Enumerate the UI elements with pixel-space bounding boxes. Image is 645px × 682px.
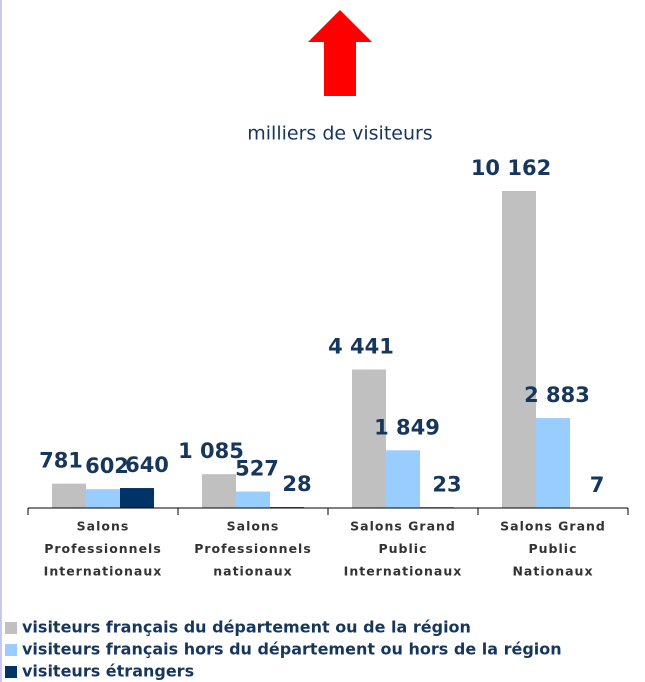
legend-label: visiteurs français hors du département o… (22, 640, 562, 659)
value-label: 7 (590, 473, 605, 497)
x-tick-label: Nationaux (512, 564, 593, 579)
value-label: 4 441 (328, 334, 394, 358)
value-label: 2 883 (524, 383, 590, 407)
legend-swatch (5, 666, 17, 678)
value-label: 23 (432, 472, 461, 496)
legend-label: visiteurs français du département ou de … (22, 618, 471, 637)
bar (352, 369, 386, 508)
x-tick-label: Professionnels (44, 541, 162, 556)
bar (502, 191, 536, 508)
x-tick-label: Salons (227, 519, 280, 534)
bar (202, 474, 236, 508)
value-label: 1 849 (374, 415, 440, 439)
x-tick-label: nationaux (213, 564, 292, 579)
x-tick-label: Public (379, 541, 428, 556)
bar (86, 489, 120, 508)
legend-label: visiteurs étrangers (22, 662, 194, 681)
x-tick-label: Salons (77, 519, 130, 534)
bar (52, 483, 86, 508)
x-tick-label: Salons Grand (350, 519, 456, 534)
bar (536, 418, 570, 508)
value-label: 640 (125, 453, 169, 477)
x-tick-label: Public (529, 541, 578, 556)
x-tick-label: Professionnels (194, 541, 312, 556)
value-label: 781 (39, 449, 83, 473)
value-label: 1 085 (178, 439, 244, 463)
value-label: 28 (282, 472, 311, 496)
arrow (308, 10, 372, 96)
bar (236, 491, 270, 508)
x-tick-label: Salons Grand (500, 519, 606, 534)
value-label: 602 (85, 454, 129, 478)
value-label: 527 (235, 457, 279, 481)
value-label: 10 162 (471, 156, 551, 180)
legend-swatch (5, 644, 17, 656)
bar (120, 488, 154, 508)
legend-swatch (5, 622, 17, 634)
subtitle: milliers de visiteurs (247, 123, 432, 145)
bar (386, 450, 420, 508)
x-tick-label: Internationaux (44, 564, 163, 579)
x-tick-label: Internationaux (344, 564, 463, 579)
